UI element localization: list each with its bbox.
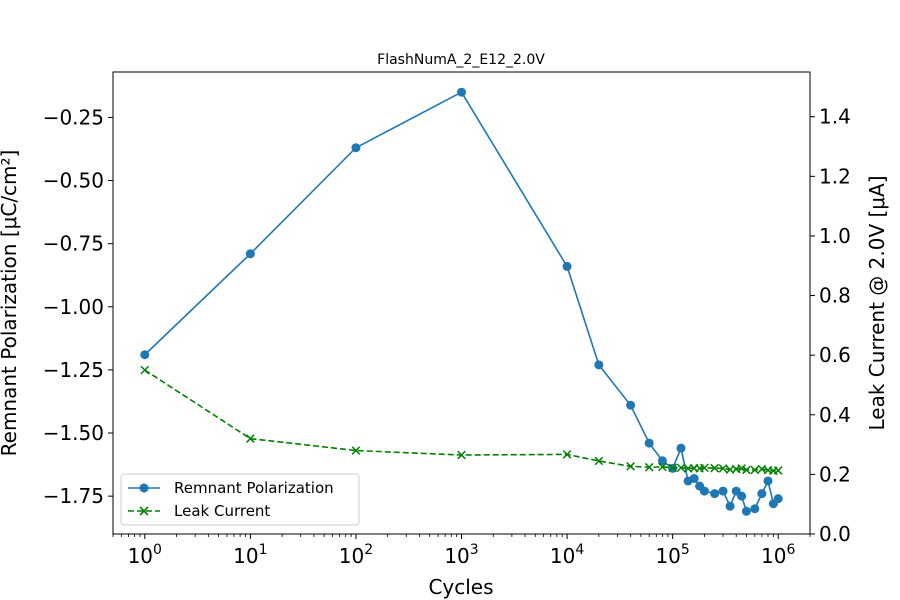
point-remnant-polarization-1	[245, 249, 255, 259]
point-leak-current-25	[773, 466, 783, 475]
series-line-leak-current	[144, 369, 779, 472]
point-remnant-polarization-23	[763, 476, 773, 486]
x-tick-label-2: 102	[339, 542, 373, 568]
legend: Remnant Polarization Leak Current	[120, 473, 360, 526]
x-tick-label-4: 104	[550, 542, 584, 568]
point-remnant-polarization-22	[757, 489, 767, 499]
x-tick-label-5: 105	[655, 542, 689, 568]
y2-tick-label-4: 0.8	[819, 284, 851, 308]
point-leak-current-10	[676, 463, 686, 473]
point-leak-current-9	[668, 463, 677, 473]
series-layer	[140, 87, 783, 516]
y2-tick-label-3: 0.6	[819, 343, 851, 367]
x-tick-label-3: 103	[444, 542, 478, 568]
y-tick-label-5: −1.50	[43, 421, 104, 445]
point-remnant-polarization-6	[626, 400, 636, 410]
point-remnant-polarization-10	[676, 443, 686, 453]
y2-tick-label-2: 0.4	[819, 403, 851, 427]
point-leak-current-6	[626, 462, 635, 471]
plot-frame	[112, 71, 811, 535]
axis-layer: 100 101 102 103 104 105 106 −0.25 −0.50 −0.75 −1.0…	[43, 105, 851, 568]
x-tick-label-0: 100	[128, 542, 162, 568]
point-leak-current-5	[594, 456, 604, 466]
point-leak-current-0	[140, 365, 150, 375]
point-remnant-polarization-5	[594, 360, 604, 370]
point-remnant-polarization-19	[737, 491, 747, 501]
legend-marker-remnant-polarization	[139, 483, 149, 493]
point-leak-current-2	[351, 446, 361, 455]
chart-title: FlashNumA_2_E12_2.0V	[377, 52, 545, 68]
point-remnant-polarization-7	[644, 438, 654, 448]
y-tick-label-0: −0.25	[43, 105, 104, 129]
point-remnant-polarization-15	[710, 489, 720, 499]
y2-tick-label-7: 1.4	[819, 105, 851, 129]
x-tick-label-6: 106	[761, 542, 795, 568]
x-axis-label: Cycles	[428, 575, 493, 599]
y-tick-label-3: −1.00	[43, 295, 104, 319]
point-leak-current-21	[750, 465, 760, 475]
y2-tick-label-1: 0.2	[819, 462, 851, 486]
point-leak-current-8	[658, 462, 667, 472]
legend-marker-leak-current	[139, 506, 149, 516]
legend-label-leak-current: Leak Current	[174, 502, 270, 520]
point-remnant-polarization-0	[140, 350, 150, 360]
point-leak-current-1	[246, 434, 255, 443]
point-leak-current-4	[562, 450, 572, 459]
y2-tick-label-6: 1.2	[819, 164, 851, 188]
point-remnant-polarization-20	[741, 506, 751, 516]
point-remnant-polarization-8	[657, 456, 667, 466]
y2-tick-label-0: 0.0	[819, 522, 851, 546]
point-remnant-polarization-3	[457, 87, 466, 97]
y-tick-label-4: −1.25	[43, 358, 104, 382]
y2-tick-label-5: 1.0	[819, 224, 851, 248]
point-remnant-polarization-2	[351, 143, 361, 153]
y2-axis-label: Leak Current @ 2.0V [μA]	[865, 176, 889, 431]
point-leak-current-7	[644, 462, 654, 472]
legend-box	[120, 473, 360, 526]
point-remnant-polarization-25	[773, 494, 783, 504]
y-tick-label-2: −0.75	[43, 232, 104, 256]
point-remnant-polarization-14	[699, 486, 709, 496]
point-leak-current-16	[718, 464, 728, 473]
point-remnant-polarization-4	[562, 261, 572, 271]
point-remnant-polarization-17	[725, 501, 735, 511]
point-remnant-polarization-12	[689, 473, 699, 483]
point-leak-current-20	[742, 465, 751, 475]
point-leak-current-19	[737, 464, 746, 473]
point-leak-current-3	[457, 450, 466, 460]
y-axis-label: Remnant Polarization [μC/cm²]	[0, 150, 21, 457]
point-remnant-polarization-21	[750, 504, 760, 514]
y-tick-label-6: −1.75	[43, 484, 104, 508]
point-leak-current-14	[700, 463, 709, 473]
y-tick-label-1: −0.50	[43, 169, 104, 193]
legend-label-remnant-polarization: Remnant Polarization	[174, 479, 334, 497]
point-remnant-polarization-16	[718, 486, 728, 496]
point-leak-current-15	[710, 463, 719, 473]
x-tick-label-1: 101	[233, 542, 267, 568]
